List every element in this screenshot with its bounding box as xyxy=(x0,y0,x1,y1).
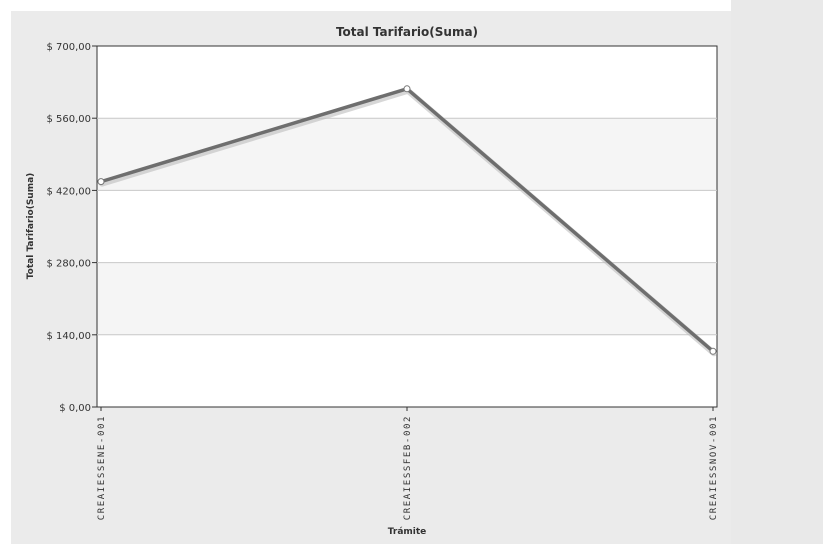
y-tick-label: $ 560,00 xyxy=(46,114,91,125)
plot-band xyxy=(97,190,717,263)
x-tick-label: CREAIESSNOV-001 xyxy=(709,415,719,520)
plot-band xyxy=(97,46,717,119)
data-point xyxy=(709,347,717,355)
line-chart: $ 0,00 $ 140,00 $ 280,00 $ 420,00 $ 560,00 $ … xyxy=(26,25,719,537)
y-axis-label: Total Tarifario(Suma) xyxy=(26,173,36,280)
plot-bands xyxy=(97,46,717,407)
plot-band xyxy=(97,334,717,407)
x-axis-label: Trámite xyxy=(388,527,427,537)
x-tick-label: CREAIESSENE-001 xyxy=(97,415,107,520)
y-tick-label: $ 700,00 xyxy=(46,42,91,53)
y-tick-label: $ 140,00 xyxy=(46,331,91,342)
chart-title: Total Tarifario(Suma) xyxy=(336,25,478,39)
series-line-group xyxy=(97,85,717,357)
plot-band xyxy=(97,262,717,335)
y-axis-ticks: $ 0,00 $ 140,00 $ 280,00 $ 420,00 $ 560,00 $ … xyxy=(46,42,97,414)
grid-lines xyxy=(97,117,717,336)
y-tick-label: $ 280,00 xyxy=(46,259,91,270)
y-tick-label: $ 0,00 xyxy=(59,403,91,414)
x-axis-ticks: CREAIESSENE-001 CREAIESSFEB-002 CREAIESSNO… xyxy=(97,407,719,520)
side-panel xyxy=(731,0,823,544)
data-point xyxy=(403,85,411,93)
x-tick-label: CREAIESSFEB-002 xyxy=(403,415,413,520)
y-tick-label: $ 420,00 xyxy=(46,186,91,197)
data-point xyxy=(97,178,105,186)
chart-panel: $ 0,00 $ 140,00 $ 280,00 $ 420,00 $ 560,00 $ … xyxy=(11,11,731,544)
